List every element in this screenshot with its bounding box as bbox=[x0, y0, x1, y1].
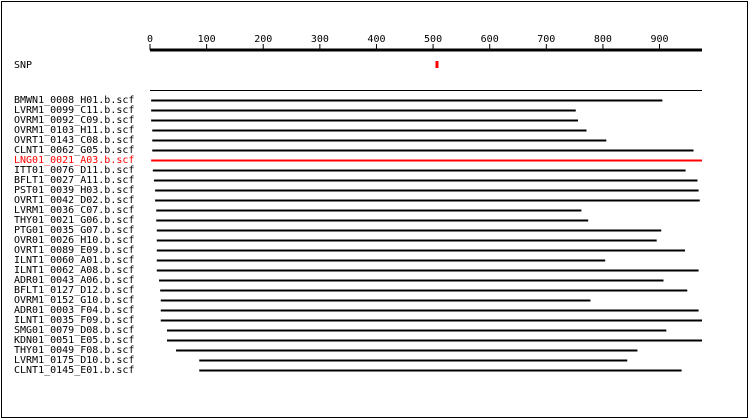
x-tick-label: 500 bbox=[424, 34, 442, 45]
snp-label: SNP bbox=[14, 60, 32, 71]
read-name: OVRT1_0042_D02.b.scf bbox=[14, 195, 134, 206]
x-tick-label: 900 bbox=[651, 34, 669, 45]
read-name: LNG01_0021_A03.b.scf bbox=[14, 155, 134, 166]
read-name: OVR01_0026_H10.b.scf bbox=[14, 235, 134, 246]
x-tick-label: 300 bbox=[311, 34, 329, 45]
read-name: ILNT1_0062_A08.b.scf bbox=[14, 265, 134, 276]
read-name: THY01_0049_F08.b.scf bbox=[14, 345, 134, 356]
read-name: ITT01_0076_D11.b.scf bbox=[14, 165, 134, 176]
read-name: BMWN1_0008_H01.b.scf bbox=[14, 95, 134, 106]
read-name: LVRM1_0099_C11.b.scf bbox=[14, 105, 134, 116]
read-name: ILNT1_0035_F09.b.scf bbox=[14, 315, 134, 326]
read-name: PST01_0039_H03.b.scf bbox=[14, 185, 134, 196]
read-name: ILNT1_0060_A01.b.scf bbox=[14, 255, 134, 266]
read-name: ADR01_0043_A06.b.scf bbox=[14, 275, 134, 286]
x-tick-label: 0 bbox=[147, 34, 153, 45]
read-name: OVRT1_0143_C08.b.scf bbox=[14, 135, 134, 146]
read-name: OVRM1_0092_C09.b.scf bbox=[14, 115, 134, 126]
snp-mark bbox=[435, 61, 439, 68]
read-name: THY01_0021_G06.b.scf bbox=[14, 215, 134, 226]
x-tick-label: 400 bbox=[367, 34, 385, 45]
read-name: KDN01_0051_E05.b.scf bbox=[14, 335, 134, 346]
read-name: BFLT1_0027_A11.b.scf bbox=[14, 175, 134, 186]
read-name: SMG01_0079_D08.b.scf bbox=[14, 325, 134, 336]
read-name: CLNT1_0145_E01.b.scf bbox=[14, 365, 134, 376]
read-name: OVRT1_0089_E09.b.scf bbox=[14, 245, 134, 256]
read-name: LVRM1_0175_D10.b.scf bbox=[14, 355, 134, 366]
x-tick-label: 800 bbox=[594, 34, 612, 45]
read-name: ADR01_0003_F04.b.scf bbox=[14, 305, 134, 316]
read-name: OVRM1_0103_H11.b.scf bbox=[14, 125, 134, 136]
x-tick-label: 600 bbox=[481, 34, 499, 45]
read-name: LVRM1_0036_C07.b.scf bbox=[14, 205, 134, 216]
read-name: CLNT1_0062_G05.b.scf bbox=[14, 145, 134, 156]
read-name: PTG01_0035_G07.b.scf bbox=[14, 225, 134, 236]
x-tick-label: 100 bbox=[198, 34, 216, 45]
read-name: BFLT1_0127_D12.b.scf bbox=[14, 285, 134, 296]
x-tick-label: 200 bbox=[254, 34, 272, 45]
x-tick-label: 700 bbox=[537, 34, 555, 45]
read-name: OVRM1_0152_G10.b.scf bbox=[14, 295, 134, 306]
